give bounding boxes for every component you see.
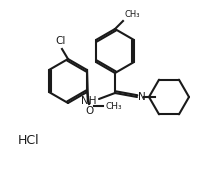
Text: NH: NH xyxy=(80,96,96,106)
Text: HCl: HCl xyxy=(18,135,40,148)
Text: CH₃: CH₃ xyxy=(124,10,140,19)
Text: Cl: Cl xyxy=(56,36,66,46)
Text: O: O xyxy=(85,106,93,116)
Text: N: N xyxy=(138,92,146,102)
Text: CH₃: CH₃ xyxy=(105,102,122,111)
